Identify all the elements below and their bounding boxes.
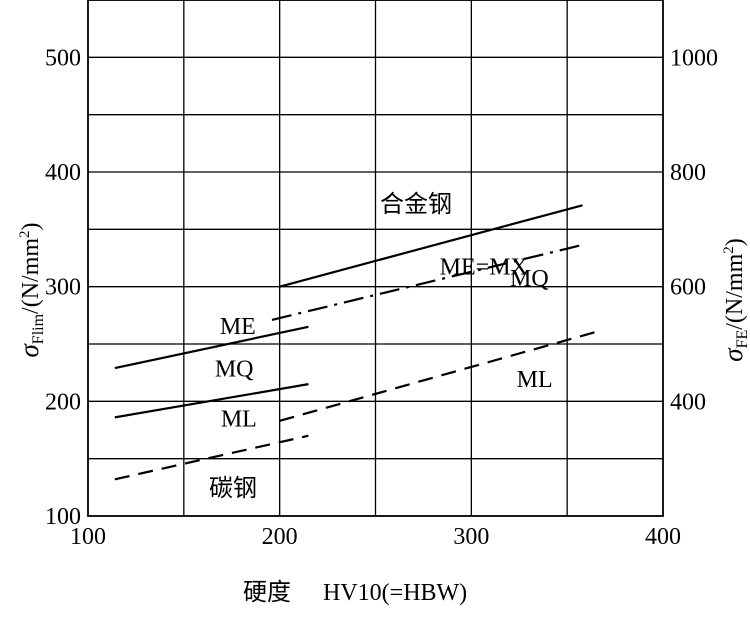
x-axis-title-unit: HV10(=HBW) xyxy=(323,580,467,606)
series-label-alloy: MQ xyxy=(510,266,549,292)
series-line-alloy-me-mx xyxy=(279,204,583,288)
y-right-tick-label: 400 xyxy=(670,389,706,415)
y-axis-left-title: σFlim/(N/mm2) xyxy=(14,222,47,357)
tick-labels: 100 200 300 400 100 200 300 400 500 400 600 800 1000 xyxy=(45,45,718,550)
y-right-tick-label: 1000 xyxy=(670,45,718,71)
x-tick-label: 300 xyxy=(453,524,489,550)
series-lines xyxy=(114,204,599,481)
y-left-tick-label: 400 xyxy=(45,160,81,186)
x-tick-label: 200 xyxy=(262,524,298,550)
series-line-carbon-mq xyxy=(114,383,309,419)
plot-frame xyxy=(87,0,664,517)
chart-grid xyxy=(87,0,664,517)
series-label-alloy: ML xyxy=(517,367,553,393)
y-left-sup: 2 xyxy=(17,230,33,238)
series-label-carbon: ML xyxy=(221,406,257,432)
carbon-steel-label: 碳钢 xyxy=(209,474,257,502)
alloy-steel-label: 合金钢 xyxy=(380,190,452,218)
y-axis-right-title: σFE/(N/mm2) xyxy=(718,238,750,362)
series-line-alloy-mq xyxy=(271,244,581,321)
y-left-tick-label: 300 xyxy=(45,275,81,301)
y-left-end: ) xyxy=(18,222,44,230)
y-right-sub: FE xyxy=(734,330,750,349)
series-label-carbon: MQ xyxy=(215,356,254,382)
y-right-sup: 2 xyxy=(721,246,737,254)
y-left-unit: /(N/mm xyxy=(18,238,44,314)
x-axis-title-cn: 硬度 xyxy=(243,578,291,606)
x-axis-title: 硬度 HV10(=HBW) xyxy=(243,578,467,606)
y-left-sigma: σ xyxy=(14,343,44,358)
y-left-sub: Flim xyxy=(30,313,47,344)
series-line-carbon-ml xyxy=(114,434,309,481)
y-left-tick-label: 100 xyxy=(45,504,81,530)
y-right-unit: /(N/mm xyxy=(722,253,748,329)
y-right-tick-label: 600 xyxy=(670,275,706,301)
y-right-sigma: σ xyxy=(718,347,748,362)
x-tick-label: 100 xyxy=(70,524,106,550)
series-label-carbon: ME xyxy=(220,314,256,340)
y-left-tick-label: 200 xyxy=(45,389,81,415)
y-left-tick-label: 500 xyxy=(45,45,81,71)
y-right-end: ) xyxy=(722,238,748,246)
series-line-carbon-me xyxy=(114,325,309,370)
series-label-alloy: ME=MX xyxy=(440,255,528,281)
x-tick-label: 400 xyxy=(645,524,681,550)
y-right-tick-label: 800 xyxy=(670,160,706,186)
series-line-alloy-ml xyxy=(279,330,599,422)
